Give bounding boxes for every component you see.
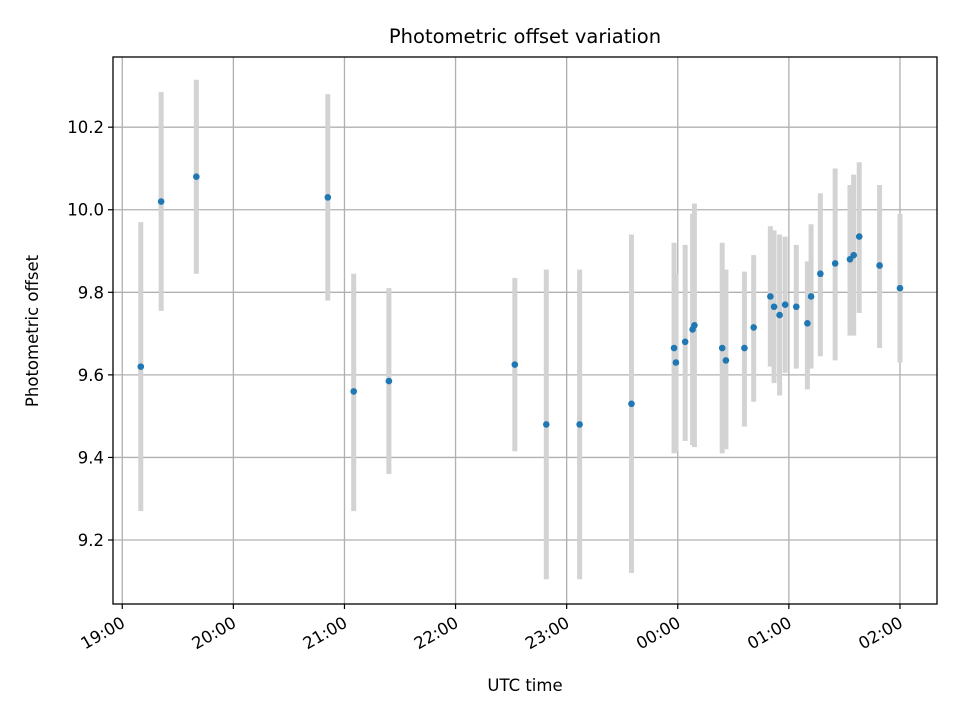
data-point — [385, 377, 393, 385]
data-point — [511, 361, 519, 368]
data-point — [672, 359, 680, 366]
data-point — [324, 194, 332, 201]
data-point — [691, 322, 698, 329]
data-point — [722, 357, 730, 364]
data-point — [681, 338, 689, 346]
data-point — [718, 344, 726, 352]
x-axis-label: UTC time — [487, 676, 562, 695]
data-point — [542, 421, 550, 428]
data-point — [767, 293, 774, 300]
data-point — [741, 344, 748, 352]
data-point — [781, 301, 789, 308]
data-point — [817, 270, 824, 278]
y-axis-label: Photometric offset — [23, 254, 42, 407]
data-point — [157, 198, 165, 205]
y-tick-label: 10.0 — [67, 201, 104, 220]
data-point — [137, 363, 145, 370]
data-point — [855, 233, 863, 240]
data-point — [193, 173, 200, 181]
data-point — [850, 251, 857, 259]
data-point — [804, 319, 811, 327]
y-tick-label: 10.2 — [67, 118, 104, 137]
data-point — [670, 344, 678, 352]
y-tick-label: 9.4 — [78, 448, 104, 467]
data-point — [750, 324, 757, 331]
y-tick-label: 9.8 — [78, 283, 104, 302]
data-point — [576, 421, 583, 428]
data-point — [807, 293, 815, 300]
data-point — [628, 400, 635, 408]
data-point — [831, 260, 839, 267]
data-point — [876, 262, 883, 269]
chart-title: Photometric offset variation — [389, 25, 661, 48]
y-tick-label: 9.2 — [78, 531, 104, 550]
y-tick-label: 9.6 — [78, 366, 104, 385]
data-point — [896, 284, 904, 292]
data-point — [792, 303, 800, 311]
data-points — [137, 173, 904, 428]
data-point — [770, 303, 778, 311]
data-point — [776, 311, 783, 319]
plot-frame — [112, 56, 938, 605]
data-point — [350, 388, 358, 395]
